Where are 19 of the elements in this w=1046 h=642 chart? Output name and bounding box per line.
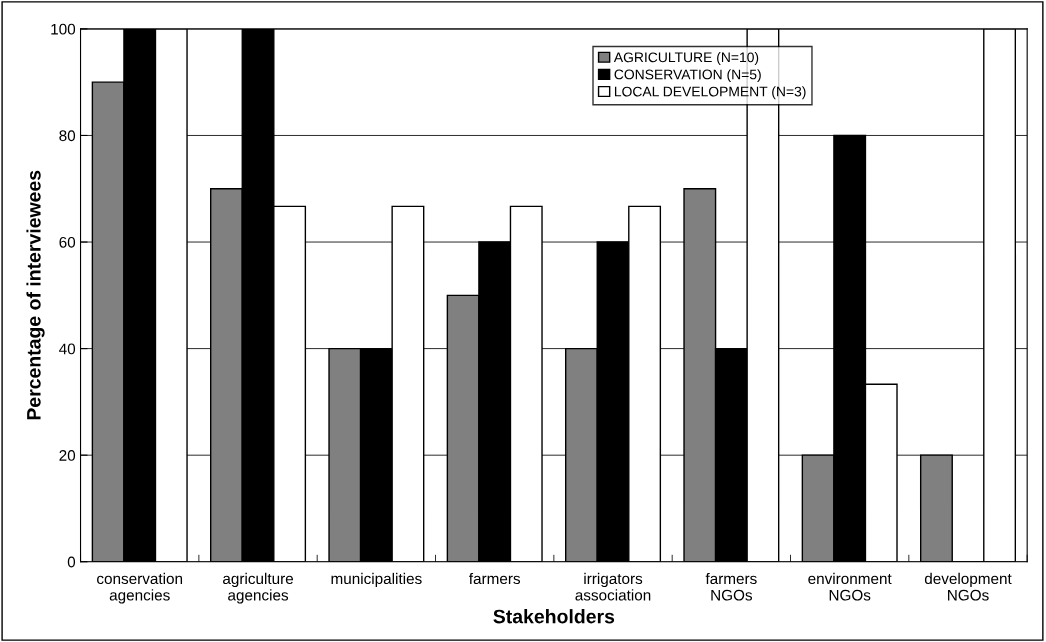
y-tick-label: 40 (59, 343, 76, 355)
y-tick-label: 60 (59, 236, 76, 248)
legend-label: LOCAL DEVELOPMENT (N=3) (614, 86, 806, 100)
y-tick-label: 100 (51, 23, 76, 35)
x-tick-label: irrigators association (575, 572, 651, 601)
y-tick-label: 0 (67, 556, 76, 568)
x-tick-label: environment NGOs (808, 572, 892, 601)
legend-label: CONSERVATION (N=5) (614, 69, 761, 83)
x-tick-label: agriculture agencies (223, 572, 294, 604)
x-tick-label: development NGOs (924, 572, 1012, 601)
y-tick-label: 80 (59, 130, 76, 142)
x-tick-label: conservation agencies (97, 572, 183, 604)
legend-label: AGRICULTURE (N=10) (613, 52, 759, 65)
x-tick-label: farmers (469, 572, 521, 585)
x-tick-label: farmers NGOs (705, 572, 757, 601)
x-axis-title: Stakeholders (493, 609, 615, 624)
x-tick-label: municipalities (331, 572, 422, 588)
y-tick-label: 20 (59, 450, 76, 461)
y-axis-title: Percentage of interviewees (26, 170, 45, 420)
